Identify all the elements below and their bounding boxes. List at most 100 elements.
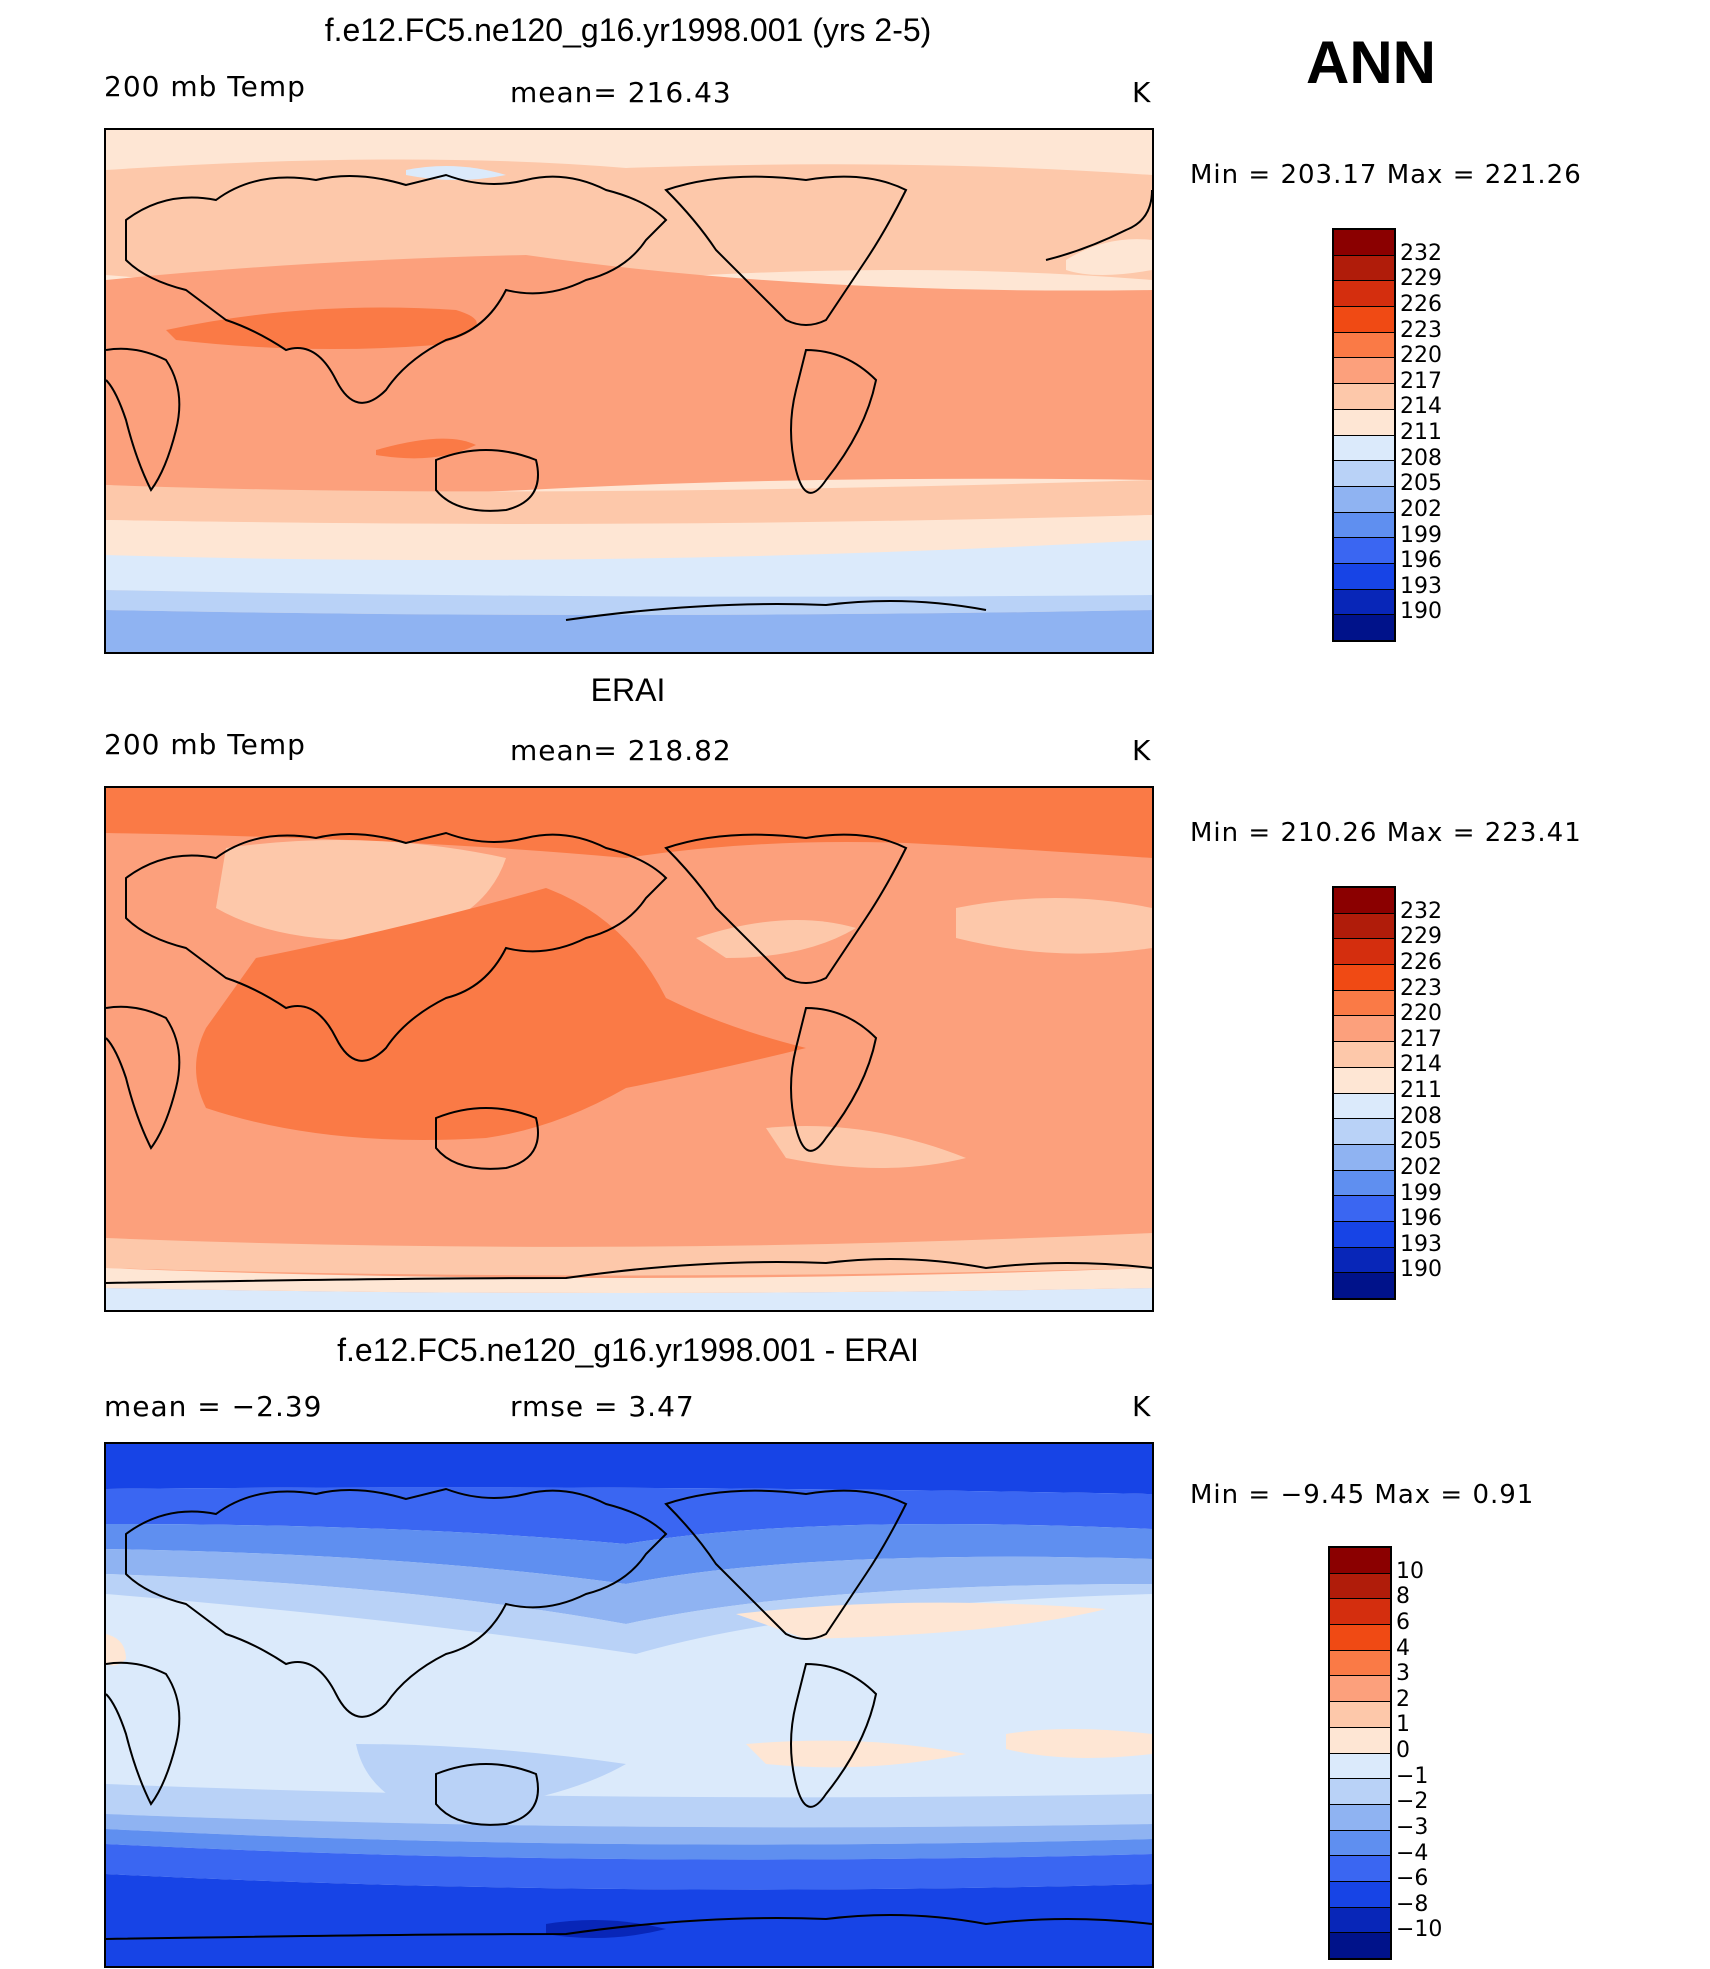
colorbar-swatch [1334, 486, 1394, 513]
colorbar-swatch [1334, 1042, 1394, 1068]
panel-2-title: ERAI [590, 672, 666, 708]
colorbar-swatch [1334, 888, 1394, 914]
colorbar-tick-label: 199 [1400, 1180, 1442, 1206]
panel-1-contour-plot [106, 130, 1152, 652]
colorbar-tick-label: 226 [1400, 291, 1442, 317]
colorbar-swatch [1330, 1804, 1390, 1831]
colorbar-swatch [1334, 1221, 1394, 1248]
colorbar-tick-label: 193 [1400, 1231, 1442, 1257]
colorbar-swatch [1330, 1907, 1390, 1934]
colorbar-swatch [1334, 538, 1394, 564]
colorbar-swatch [1330, 1676, 1390, 1703]
colorbar-swatch [1334, 1247, 1394, 1274]
colorbar-tick-label: 208 [1400, 1103, 1442, 1129]
colorbar-tick-label: 4 [1396, 1635, 1410, 1661]
colorbar-tick-label: 10 [1396, 1558, 1424, 1584]
colorbar-swatch [1330, 1702, 1390, 1728]
colorbar-swatch [1330, 1548, 1390, 1574]
colorbar-tick-label: 196 [1400, 548, 1442, 574]
colorbar-tick-label: −8 [1396, 1891, 1429, 1917]
panel-3-mean-label: mean = −2.39 [104, 1390, 323, 1423]
panel-2-colorbar [1332, 886, 1396, 1300]
panel-1-minmax: Min = 203.17 Max = 221.26 [1190, 160, 1582, 190]
colorbar-swatch [1330, 1573, 1390, 1600]
colorbar-tick-label: 202 [1400, 496, 1442, 522]
colorbar-tick-label: −4 [1396, 1840, 1429, 1866]
panel-1-colorbar [1332, 228, 1396, 642]
colorbar-tick-label: −3 [1396, 1814, 1429, 1840]
colorbar-swatch [1334, 461, 1394, 487]
colorbar-tick-label: 190 [1400, 599, 1442, 625]
colorbar-tick-label: 202 [1400, 1154, 1442, 1180]
panel-2-contour-plot [106, 788, 1152, 1310]
colorbar-tick-label: 220 [1400, 343, 1442, 369]
colorbar-swatch [1334, 435, 1394, 462]
colorbar-swatch [1330, 1625, 1390, 1651]
colorbar-tick-label: 1 [1396, 1712, 1410, 1738]
colorbar-swatch [1334, 512, 1394, 539]
colorbar-tick-label: 211 [1400, 1078, 1442, 1103]
colorbar-swatch [1334, 563, 1394, 590]
panel-3-map [104, 1442, 1154, 1968]
colorbar-swatch [1334, 1093, 1394, 1120]
colorbar-tick-label: 211 [1400, 420, 1442, 445]
colorbar-swatch [1330, 1753, 1390, 1780]
colorbar-tick-label: 229 [1400, 924, 1442, 950]
colorbar-tick-label: 2 [1396, 1686, 1410, 1712]
colorbar-swatch [1334, 1196, 1394, 1222]
colorbar-tick-label: 3 [1396, 1661, 1410, 1687]
colorbar-tick-label: 232 [1400, 240, 1442, 266]
colorbar-swatch [1334, 384, 1394, 410]
panel-3-minmax: Min = −9.45 Max = 0.91 [1190, 1480, 1535, 1510]
colorbar-swatch [1334, 230, 1394, 256]
colorbar-swatch [1334, 990, 1394, 1017]
colorbar-swatch [1330, 1856, 1390, 1882]
colorbar-tick-label: 223 [1400, 317, 1442, 343]
panel-3-colorbar [1328, 1546, 1392, 1960]
colorbar-swatch [1334, 255, 1394, 282]
colorbar-tick-label: 190 [1400, 1257, 1442, 1283]
panel-2-variable-label: 200 mb Temp [104, 728, 306, 761]
colorbar-swatch [1334, 1067, 1394, 1094]
panel-2-units: K [1132, 734, 1152, 767]
panel-2-mean-label: mean= 218.82 [510, 734, 732, 767]
colorbar-tick-label: −2 [1396, 1789, 1429, 1815]
colorbar-tick-label: 8 [1396, 1584, 1410, 1610]
colorbar-swatch [1330, 1779, 1390, 1805]
colorbar-tick-label: 205 [1400, 1129, 1442, 1155]
colorbar-tick-label: 232 [1400, 898, 1442, 924]
colorbar-swatch [1334, 1170, 1394, 1197]
colorbar-tick-label: −10 [1396, 1917, 1443, 1943]
colorbar-tick-label: 214 [1400, 394, 1442, 420]
colorbar-tick-label: 220 [1400, 1001, 1442, 1027]
panel-1-map [104, 128, 1154, 654]
panel-1-units: K [1132, 76, 1152, 109]
panel-3-title: f.e12.FC5.ne120_g16.yr1998.001 - ERAI [337, 1332, 919, 1368]
colorbar-swatch [1334, 965, 1394, 991]
colorbar-tick-label: 196 [1400, 1206, 1442, 1232]
colorbar-swatch [1334, 1144, 1394, 1171]
colorbar-swatch [1334, 307, 1394, 333]
colorbar-swatch [1334, 1273, 1394, 1298]
colorbar-swatch [1334, 939, 1394, 966]
panel-2-map [104, 786, 1154, 1312]
colorbar-swatch [1334, 332, 1394, 359]
colorbar-tick-label: −1 [1396, 1763, 1429, 1789]
colorbar-swatch [1330, 1650, 1390, 1677]
panel-2-minmax: Min = 210.26 Max = 223.41 [1190, 818, 1582, 848]
colorbar-swatch [1330, 1727, 1390, 1754]
colorbar-swatch [1334, 358, 1394, 385]
panel-1-title: f.e12.FC5.ne120_g16.yr1998.001 (yrs 2-5) [324, 12, 932, 48]
season-label: ANN [1306, 29, 1436, 96]
colorbar-tick-label: −6 [1396, 1866, 1429, 1892]
colorbar-swatch [1330, 1599, 1390, 1626]
colorbar-swatch [1334, 913, 1394, 940]
colorbar-tick-label: 226 [1400, 949, 1442, 975]
colorbar-tick-label: 205 [1400, 471, 1442, 497]
colorbar-swatch [1330, 1881, 1390, 1908]
colorbar-swatch [1334, 1119, 1394, 1145]
panel-3-contour-plot [106, 1444, 1152, 1966]
colorbar-tick-label: 229 [1400, 266, 1442, 292]
colorbar-tick-label: 208 [1400, 445, 1442, 471]
panel-3-rmse-label: rmse = 3.47 [510, 1390, 695, 1423]
